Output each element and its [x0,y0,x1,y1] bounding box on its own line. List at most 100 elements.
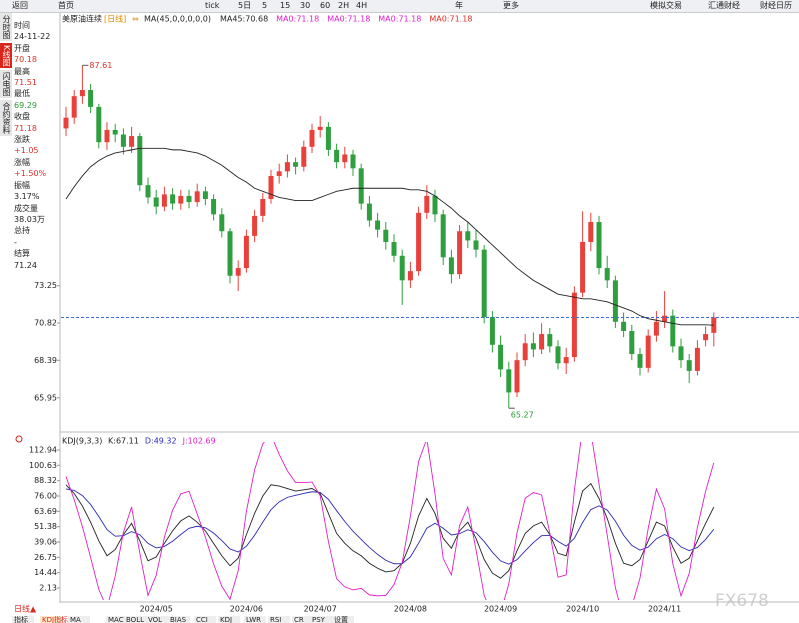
legend-entry: MA0:71.18 [378,15,421,24]
info-label: 收盘 [14,112,30,122]
bottom-tab[interactable] [292,616,314,623]
candle-body [161,194,167,207]
bottom-tab-label: LWR [246,616,261,623]
candle-body [383,229,389,242]
toolbar-item[interactable]: 财经日历 [760,1,792,10]
candle-body [79,90,85,97]
info-value: 3.17% [14,192,40,202]
candle-body [342,154,348,163]
candle-body [539,334,545,350]
candle-body [399,255,405,281]
candle-body [489,317,495,345]
candle-body [465,231,471,241]
info-value: +1.50% [14,169,47,179]
candle-body [473,240,479,250]
candle-body [645,335,651,368]
toolbar-item[interactable]: 30 [300,1,311,10]
bottom-tab[interactable] [218,616,240,623]
y-tick-label: 73.25 [34,281,57,290]
candle-body [457,231,463,275]
candle-body [186,195,192,203]
candle-body [88,90,94,107]
toolbar-item[interactable]: 4H [356,1,368,10]
candle-body [104,129,110,143]
bottom-tab[interactable] [106,616,128,623]
candle-body [120,134,126,147]
toolbar-item[interactable]: 汇通财经 [708,1,740,10]
candle-body [350,154,356,169]
candle-body [596,222,602,269]
candle-body [547,334,553,347]
bottom-tab[interactable] [332,616,354,623]
y-tick-label: 65.95 [34,393,57,402]
toolbar-item[interactable]: 首页 [58,1,74,10]
info-value: 38.03万 [14,214,45,224]
side-tab[interactable]: 分时图 [0,13,12,41]
candle-body [137,136,143,186]
bottom-tab-label: VOL [148,616,162,623]
info-label: 结算 [14,249,30,259]
candle-body [243,235,249,269]
swap-icon[interactable]: ⇔ [132,15,139,24]
candle-body [432,195,438,215]
candle-body [366,203,372,221]
legend-entry: MA0:71.18 [327,15,370,24]
info-label: 总持 [14,226,30,236]
candle-body [563,357,569,364]
toolbar-item[interactable]: tick [205,1,220,10]
x-tick-label: 2024/08 [394,605,427,614]
bottom-tab-label: MACD [108,616,129,623]
candle-body [514,360,520,393]
period-button[interactable] [12,604,56,614]
settings-icon[interactable] [15,435,23,443]
toolbar-item[interactable]: 更多 [503,1,519,10]
bottom-tab[interactable] [40,616,62,623]
bottom-tab[interactable] [68,616,90,623]
toolbar-item[interactable]: 5日 [238,1,252,10]
y-tick-label: 70.82 [34,319,57,328]
info-label: 涨幅 [14,157,30,167]
x-tick-label: 2024/11 [648,605,681,614]
bottom-tab[interactable] [310,616,332,623]
bottom-tab[interactable] [124,616,146,623]
candle-body [407,271,413,281]
bottom-tab-label: RSI [270,616,281,623]
info-value: 71.24 [14,260,37,270]
bottom-tab-label: KDJ指标 [42,615,68,623]
bottom-tab[interactable] [194,616,216,623]
candle-body [178,195,184,204]
candle-body [227,231,233,276]
side-tab[interactable]: 闪电图 [0,70,12,99]
legend-entry: MA0:71.18 [276,15,319,24]
candle-body [145,185,151,198]
toolbar-item[interactable]: 年 [455,1,463,10]
bottom-tab[interactable] [146,616,168,623]
y-tick-label: 68.39 [34,356,57,365]
toolbar-item[interactable]: 返回 [12,1,28,10]
candle-body [71,96,77,118]
kdj-title: KDJ(9,3,3) [62,437,102,446]
bottom-tab[interactable] [168,616,190,623]
candle-body [571,292,577,358]
candle-body [637,354,643,368]
toolbar-item[interactable]: 5 [262,1,268,10]
candle-body [268,175,274,199]
toolbar-item[interactable]: 2H [338,1,350,10]
sidebar: 分时图 K线图 闪电图 合约资料 [0,13,12,138]
bottom-tab[interactable] [244,616,266,623]
toolbar-item[interactable]: 60 [320,1,331,10]
high-label: 87.61 [89,61,112,70]
side-tab[interactable]: 合约资料 [0,100,12,137]
bottom-tab[interactable] [268,616,290,623]
candle-body [309,129,315,147]
toolbar-item[interactable]: 模拟交易 [650,1,682,10]
legend-entry: MA0:71.18 [429,15,472,24]
kdj-lines [65,442,715,600]
bottom-tab[interactable] [12,616,34,623]
bottom-tab-label: CR [294,616,304,623]
side-tab[interactable]: K线图 [0,43,12,69]
candle-body [96,106,102,143]
toolbar-item[interactable]: 15 [280,1,291,10]
toolbar: 返回 首页 tick 5日 5 15 30 60 2H 4H 年 更多 模拟交易 汇通财经 财经日历 [0,0,799,13]
